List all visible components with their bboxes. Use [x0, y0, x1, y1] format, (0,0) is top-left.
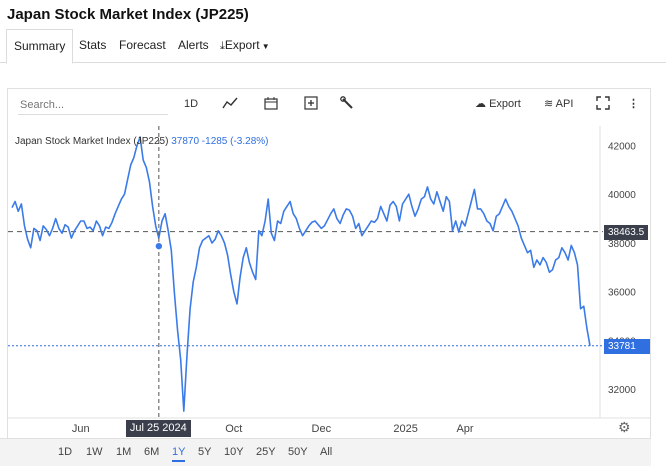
crosshair-date-badge: Jul 25 2024: [125, 420, 191, 437]
period-1y[interactable]: 1Y: [172, 446, 186, 462]
page-title: Japan Stock Market Index (JP225): [7, 6, 249, 23]
series-line: [11, 136, 591, 412]
crosshair-point: [155, 242, 163, 250]
y-tick-label: 36000: [608, 288, 636, 299]
x-tick-label: 2025: [393, 423, 417, 435]
x-tick-label: Oct: [225, 423, 242, 435]
period-1m[interactable]: 1M: [116, 446, 132, 458]
tab-alerts[interactable]: Alerts: [178, 38, 209, 52]
export-button-label: Export: [489, 98, 521, 110]
tab-export-label: Export: [224, 38, 260, 52]
y-tick-label: 32000: [608, 385, 636, 396]
export-button[interactable]: ☁ Export: [475, 96, 521, 112]
download-icon: ⤓: [220, 40, 225, 52]
period-50y[interactable]: 50Y: [288, 446, 308, 458]
search-input[interactable]: [18, 95, 168, 115]
x-tick-label: Apr: [456, 423, 473, 435]
period-selector: 1D 1W 1M 6M 1Y 5Y 10Y 25Y 50Y All: [0, 438, 651, 466]
x-tick-label: Dec: [312, 423, 332, 435]
legend-change: -1285 (-3.28%): [201, 136, 269, 147]
period-10y[interactable]: 10Y: [224, 446, 244, 458]
period-1w[interactable]: 1W: [86, 446, 103, 458]
period-1d[interactable]: 1D: [58, 446, 73, 458]
period-25y[interactable]: 25Y: [256, 446, 276, 458]
api-button[interactable]: ≋ API: [544, 96, 573, 112]
fullscreen-icon[interactable]: [596, 96, 610, 110]
settings-icon[interactable]: ⚙: [618, 419, 631, 435]
chart-toolbar: 1D ☁ Export ≋ API ⋮: [8, 89, 650, 119]
legend-value: 37870: [171, 136, 200, 147]
tab-forecast[interactable]: Forecast: [119, 38, 166, 52]
x-tick-label: Jun: [72, 423, 90, 435]
interval-button[interactable]: 1D: [184, 98, 199, 110]
y-tick-label: 38000: [608, 239, 636, 250]
tab-stats[interactable]: Stats: [79, 38, 107, 52]
database-icon: ≋: [544, 98, 554, 110]
y-tick-label: 42000: [608, 141, 636, 152]
more-menu-icon[interactable]: ⋮: [628, 98, 639, 110]
add-indicator-icon[interactable]: [304, 96, 318, 110]
legend-series-name: Japan Stock Market Index (JP225): [15, 136, 169, 147]
y-tick-label: 40000: [608, 190, 636, 201]
cloud-download-icon: ☁: [475, 98, 486, 110]
period-all[interactable]: All: [320, 446, 333, 458]
wrench-icon[interactable]: [340, 96, 354, 110]
crosshair-price-badge: 38463.5: [604, 224, 649, 240]
tab-bar: Summary Stats Forecast Alerts ⤓Export ▼: [0, 29, 666, 64]
calendar-icon[interactable]: [264, 96, 278, 110]
caret-down-icon: ▼: [259, 42, 270, 51]
line-chart-icon[interactable]: [222, 96, 238, 110]
period-6m[interactable]: 6M: [144, 446, 160, 458]
tab-export[interactable]: ⤓Export ▼: [220, 29, 270, 63]
chart-legend: Japan Stock Market Index (JP225) 37870 -…: [15, 136, 269, 147]
tab-summary[interactable]: Summary: [6, 29, 74, 64]
api-button-label: API: [555, 98, 574, 110]
last-price-badge: 33781: [604, 338, 650, 354]
period-5y[interactable]: 5Y: [198, 446, 212, 458]
chart-panel: 1D ☁ Export ≋ API ⋮: [7, 88, 651, 464]
